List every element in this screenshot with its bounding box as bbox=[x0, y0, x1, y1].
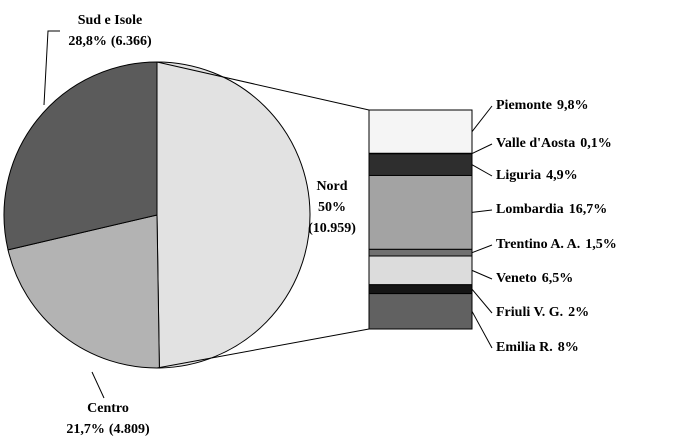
slice-label: 21,7% (4.809) bbox=[66, 422, 150, 437]
bar-segment bbox=[368, 284, 473, 295]
segment-value: 2% bbox=[568, 305, 589, 320]
pie-slice bbox=[7, 214, 160, 369]
marks bbox=[3, 61, 473, 369]
leader-line bbox=[471, 209, 493, 213]
segment-value: 9,8% bbox=[557, 98, 589, 113]
connector bbox=[156, 328, 370, 369]
segment-label: Lombardia 16,7% bbox=[496, 202, 607, 217]
segment-value: 8% bbox=[558, 340, 579, 355]
segment-value: 0,1% bbox=[580, 136, 612, 151]
bar-segment bbox=[368, 293, 473, 330]
segment-label: Trentino A. A. 1,5% bbox=[496, 237, 617, 252]
slice-label: 50% bbox=[318, 200, 346, 215]
bar-segment bbox=[368, 153, 473, 176]
connector bbox=[156, 61, 370, 111]
leader-line bbox=[471, 164, 493, 177]
leader-line bbox=[91, 371, 105, 399]
segment-label: Piemonte 9,8% bbox=[496, 98, 588, 113]
segment-name: Emilia R. bbox=[496, 340, 553, 355]
slice-value: 28,8% bbox=[68, 34, 107, 49]
segment-value: 4,9% bbox=[546, 168, 578, 183]
slice-label: Centro bbox=[87, 401, 129, 416]
segment-value: 1,5% bbox=[585, 237, 617, 252]
leader-line bbox=[471, 269, 493, 280]
slice-label: Nord bbox=[316, 179, 347, 194]
segment-value: 6,5% bbox=[542, 271, 574, 286]
leader-line bbox=[471, 143, 493, 155]
bar-segment bbox=[368, 109, 473, 154]
segment-label: Liguria 4,9% bbox=[496, 168, 578, 183]
leader-line bbox=[471, 288, 493, 314]
leader-line bbox=[471, 105, 493, 132]
slice-label: 28,8% (6.366) bbox=[68, 34, 152, 49]
pie-slice bbox=[156, 61, 311, 369]
slice-value: 21,7% bbox=[66, 422, 105, 437]
segment-name: Piemonte bbox=[496, 98, 552, 113]
bar-segment bbox=[368, 174, 473, 250]
segment-name: Friuli V. G. bbox=[496, 305, 563, 320]
segment-name: Trentino A. A. bbox=[496, 237, 580, 252]
segment-name: Veneto bbox=[496, 271, 537, 286]
slice-count: (4.809) bbox=[109, 422, 150, 437]
slice-label: (10.959) bbox=[308, 221, 356, 236]
segment-name: Valle d'Aosta bbox=[496, 136, 575, 151]
segment-label: Veneto 6,5% bbox=[496, 271, 573, 286]
segment-label: Friuli V. G. 2% bbox=[496, 305, 589, 320]
slice-count: (6.366) bbox=[111, 34, 152, 49]
leader-line bbox=[471, 244, 493, 254]
segment-name: Lombardia bbox=[496, 202, 564, 217]
pie-slice bbox=[3, 61, 158, 251]
segment-value: 16,7% bbox=[569, 202, 608, 217]
leader-line bbox=[43, 30, 60, 106]
slice-label: Sud e Isole bbox=[78, 13, 143, 28]
leader-line bbox=[471, 311, 493, 349]
segment-label: Emilia R. 8% bbox=[496, 340, 579, 355]
bar-segment bbox=[368, 255, 473, 286]
segment-label: Valle d'Aosta 0,1% bbox=[496, 136, 612, 151]
bar-segment bbox=[368, 248, 473, 257]
labels: Nord 50% (10.959) Sud e Isole 28,8% (6.366) Ce… bbox=[43, 13, 617, 437]
segment-name: Liguria bbox=[496, 168, 541, 183]
